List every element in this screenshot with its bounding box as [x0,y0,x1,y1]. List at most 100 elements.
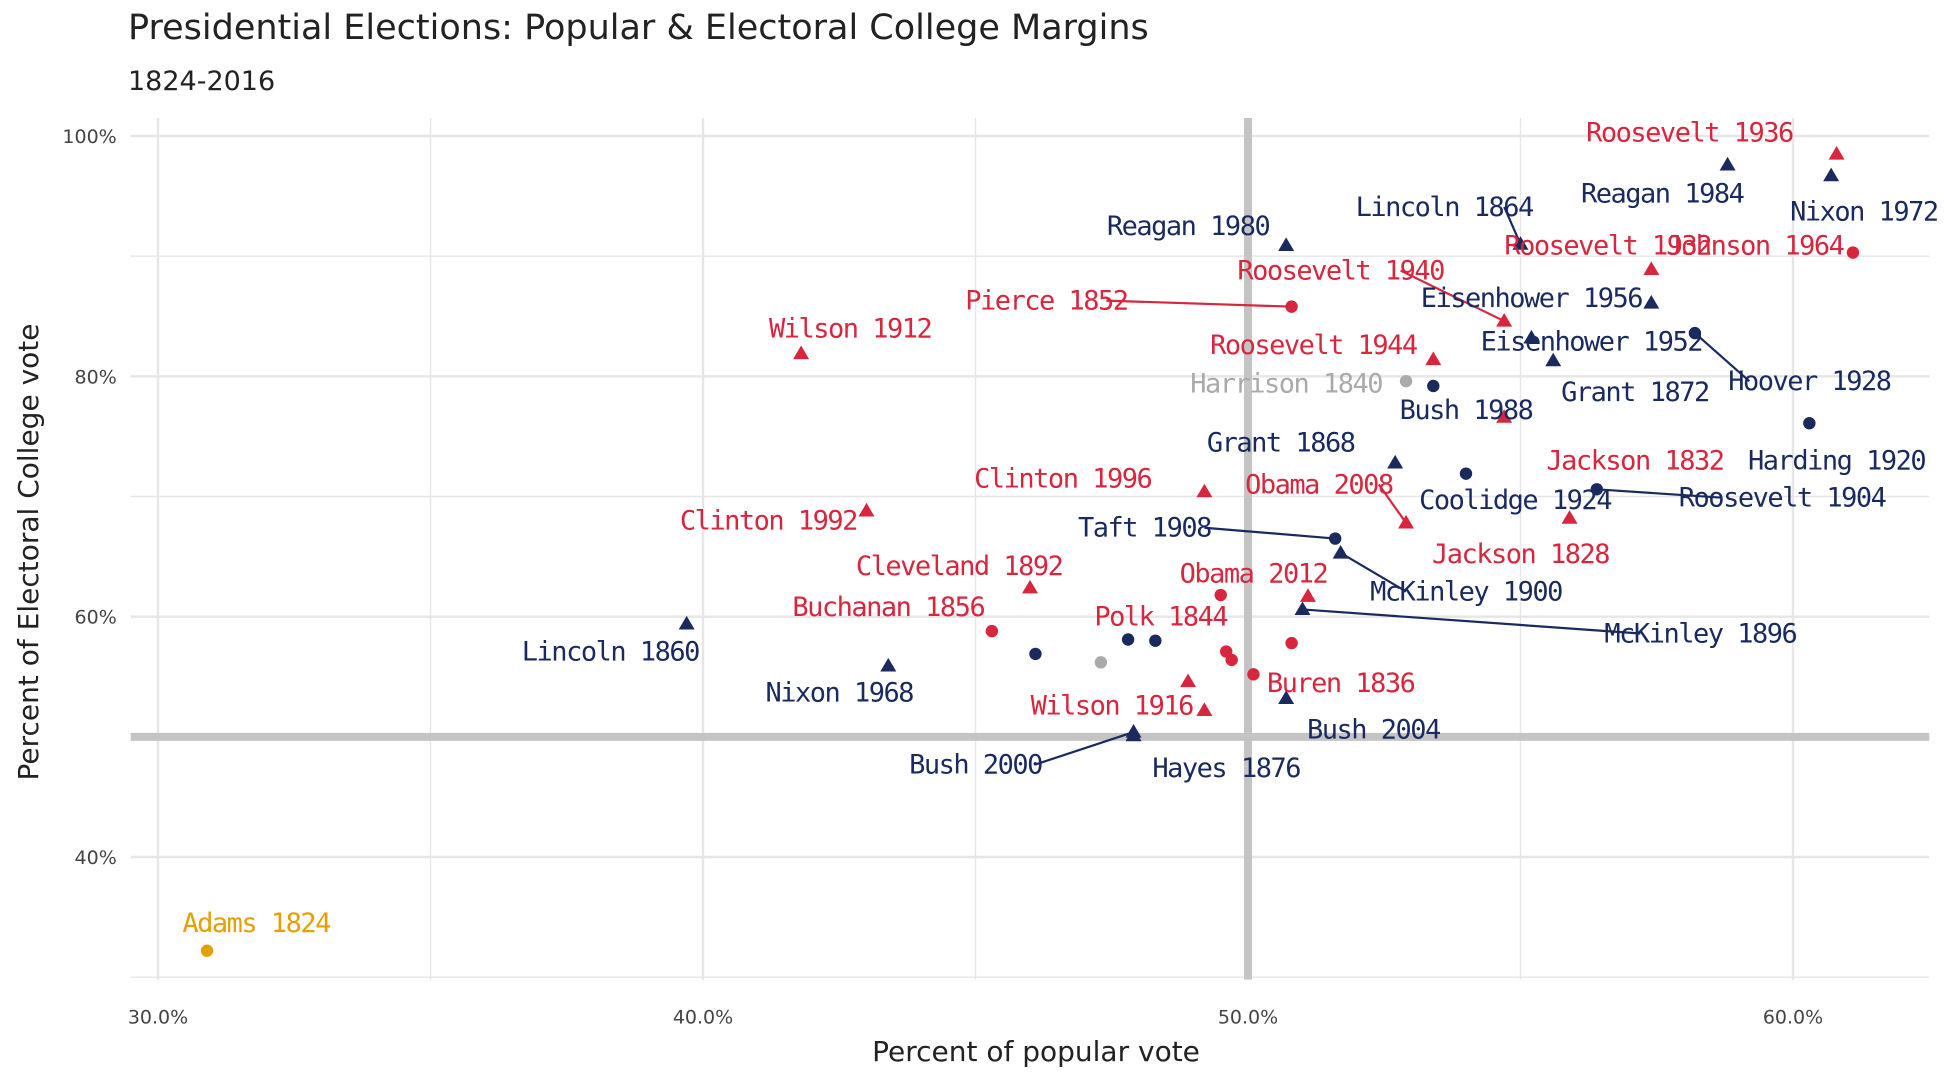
point-labels: Adams 1824 Jackson 1828 Jackson 1832 Buren … [182,117,1939,939]
data-point-circle [1029,647,1042,661]
point-label: Polk 1844 [1094,602,1227,633]
point-label: Harding 1920 [1748,445,1925,476]
data-point-triangle [678,615,695,630]
data-point-triangle [880,657,897,672]
data-point-triangle [1643,261,1660,275]
data-point-triangle [1512,236,1529,250]
point-label: Taft 1908 [1078,513,1211,544]
data-point-triangle [1278,237,1295,251]
point-label: Bush 1988 [1400,395,1533,426]
point-label: Pierce 1852 [965,286,1127,317]
chart-subtitle: 1824-2016 [128,66,276,97]
point-label: Obama 2012 [1180,558,1328,589]
data-point-circle [1803,416,1816,430]
data-point-triangle [1523,329,1540,344]
data-point-circle [1459,467,1473,480]
data-point-circle [1214,588,1227,602]
data-points [200,146,1860,957]
data-point-circle [200,944,214,957]
leader-line [1106,299,1292,308]
data-point-triangle [1398,514,1415,529]
point-label: Nixon 1972 [1790,197,1938,228]
chart-title: Presidential Elections: Popular & Electo… [128,8,1149,48]
data-point-triangle [1299,588,1316,602]
point-label: McKinley 1900 [1370,576,1562,607]
x-tick-label: 40.0% [673,1007,733,1029]
data-point-circle [1427,379,1440,393]
point-label: Grant 1868 [1207,427,1355,458]
data-point-triangle [1561,510,1578,524]
point-label: Lincoln 1860 [522,637,699,668]
point-label: Nixon 1968 [765,677,913,708]
leader-line [1377,483,1407,524]
data-point-triangle [1278,690,1295,704]
point-label: Coolidge 1924 [1419,485,1611,516]
reference-lines [130,117,1930,980]
point-label: Hayes 1876 [1152,753,1300,784]
point-label: McKinley 1896 [1604,618,1796,649]
data-point-circle [1285,636,1298,650]
y-tick-label: 40% [75,847,117,869]
data-point-circle [985,624,999,638]
data-point-triangle [1196,702,1213,716]
point-label: Roosevelt 1932 [1504,230,1711,261]
y-axis-title: Percent of Electoral College vote [12,324,45,781]
data-point-triangle [1719,156,1736,171]
data-point-triangle [1545,352,1562,367]
point-label: Hoover 1928 [1728,366,1891,397]
point-label: Johnson 1964 [1666,230,1843,261]
leader-line [1400,269,1505,323]
point-label: Eisenhower 1956 [1421,283,1643,314]
leader-lines [1035,206,1751,766]
point-label: Roosevelt 1944 [1210,330,1417,361]
point-label: Cleveland 1892 [856,551,1063,582]
point-label: Clinton 1996 [974,463,1151,494]
point-label: Harrison 1840 [1190,369,1382,400]
point-label: Roosevelt 1940 [1237,256,1444,287]
data-point-triangle [1425,351,1442,366]
data-point-circle [1225,653,1238,667]
point-label: Reagan 1984 [1581,179,1744,210]
leader-line [1035,730,1134,766]
point-label: Wilson 1912 [769,313,931,344]
x-axis-title: Percent of popular vote [872,1035,1200,1068]
data-point-circle [1149,634,1162,647]
data-point-triangle [1022,579,1038,594]
x-tick-label: 50.0% [1218,1007,1278,1029]
data-point-triangle [1387,454,1404,469]
y-tick-label: 80% [75,366,117,388]
leader-line [1596,488,1723,499]
point-label: Bush 2000 [909,749,1042,780]
data-point-circle [1329,532,1342,545]
data-point-triangle [858,502,875,517]
point-label: Jackson 1832 [1546,445,1723,476]
point-label: Roosevelt 1936 [1586,117,1793,148]
point-label: Roosevelt 1904 [1679,483,1886,514]
point-label: Wilson 1916 [1031,691,1194,722]
x-tick-label: 30.0% [128,1007,188,1029]
leader-line [1340,552,1407,593]
y-tick-label: 100% [62,126,116,148]
point-label: Adams 1824 [182,908,330,939]
data-point-triangle [1496,409,1513,423]
leader-line [1694,332,1751,382]
data-point-triangle [1180,673,1197,688]
data-point-circle [1094,656,1108,669]
point-label: Lincoln 1864 [1356,192,1533,223]
point-label: Obama 2008 [1245,469,1393,500]
y-tick-label: 60% [75,607,117,629]
data-point-circle [1285,300,1298,313]
data-point-triangle [1823,167,1840,182]
data-point-triangle [1125,724,1142,738]
point-label: Jackson 1828 [1432,539,1609,570]
data-point-triangle [1496,313,1513,327]
point-label: Bush 2004 [1307,715,1440,746]
data-point-circle [1247,668,1260,681]
data-point-triangle [1196,483,1213,498]
data-point-circle [1121,633,1135,646]
data-point-circle [1590,483,1604,496]
point-label: Reagan 1980 [1107,211,1270,242]
axis-ticks: 30.0% 40.0% 50.0% 60.0% 40% 60% 80% 100% [62,126,1823,1029]
point-label: Grant 1872 [1561,377,1709,408]
